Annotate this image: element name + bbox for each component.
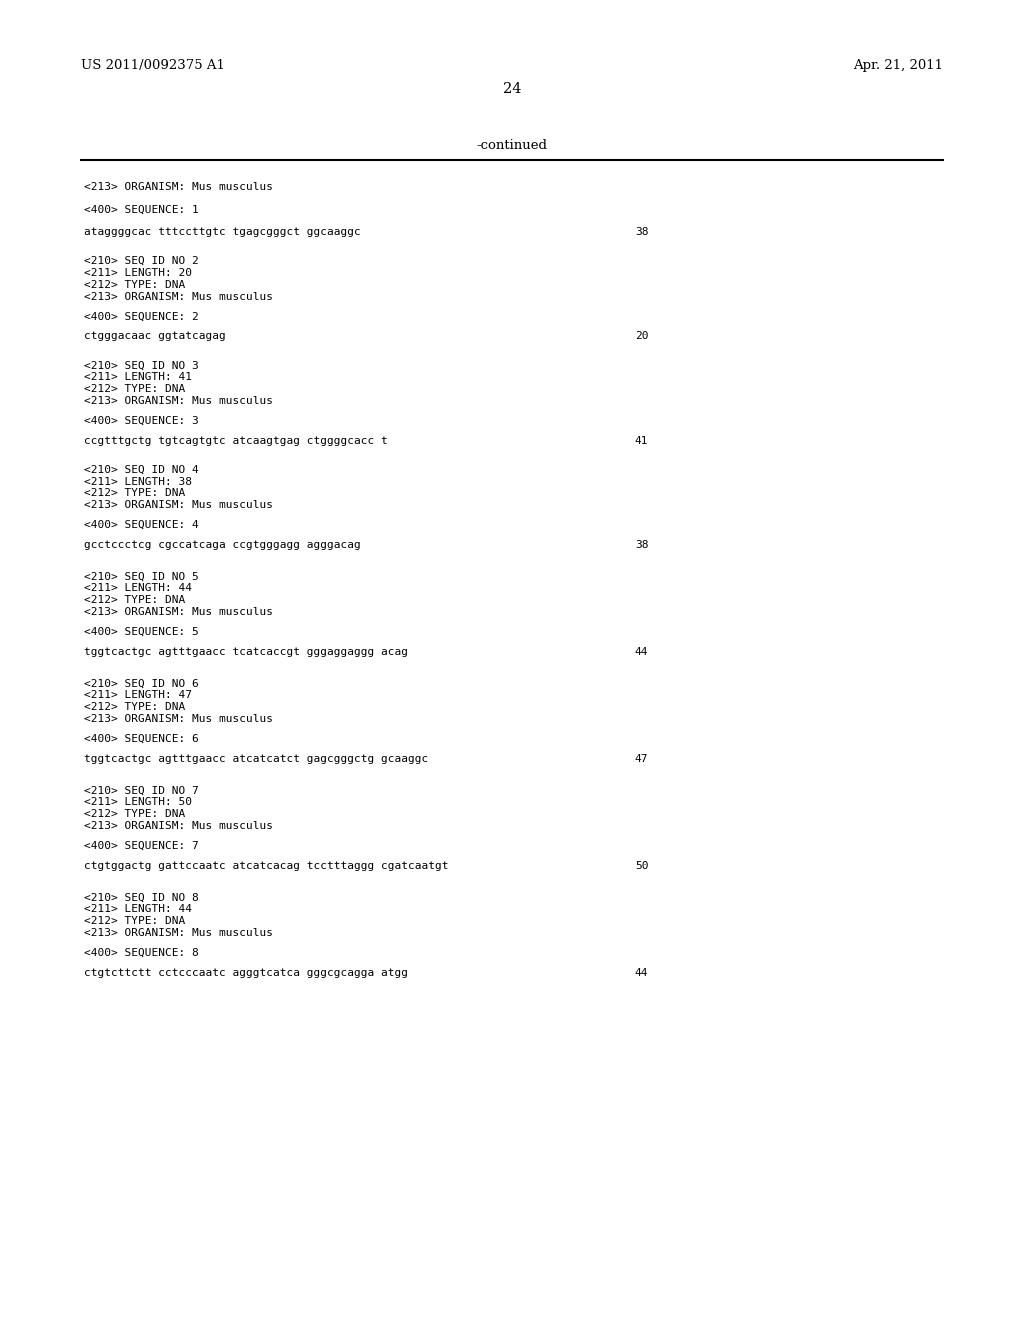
Text: Apr. 21, 2011: Apr. 21, 2011 [853,59,943,73]
Text: tggtcactgc agtttgaacc tcatcaccgt gggaggaggg acag: tggtcactgc agtttgaacc tcatcaccgt gggagga… [84,647,408,657]
Text: ataggggcac tttccttgtc tgagcgggct ggcaaggc: ataggggcac tttccttgtc tgagcgggct ggcaagg… [84,227,360,238]
Text: <400> SEQUENCE: 5: <400> SEQUENCE: 5 [84,627,199,638]
Text: ctgtggactg gattccaatc atcatcacag tcctttaggg cgatcaatgt: ctgtggactg gattccaatc atcatcacag tccttta… [84,861,449,871]
Text: <212> TYPE: DNA: <212> TYPE: DNA [84,916,185,927]
Text: ctgtcttctt cctcccaatc agggtcatca gggcgcagga atgg: ctgtcttctt cctcccaatc agggtcatca gggcgca… [84,968,408,978]
Text: <211> LENGTH: 41: <211> LENGTH: 41 [84,372,191,383]
Text: <213> ORGANISM: Mus musculus: <213> ORGANISM: Mus musculus [84,396,273,407]
Text: tggtcactgc agtttgaacc atcatcatct gagcgggctg gcaaggc: tggtcactgc agtttgaacc atcatcatct gagcggg… [84,754,428,764]
Text: 38: 38 [635,540,648,550]
Text: <210> SEQ ID NO 3: <210> SEQ ID NO 3 [84,360,199,371]
Text: <211> LENGTH: 50: <211> LENGTH: 50 [84,797,191,808]
Text: <212> TYPE: DNA: <212> TYPE: DNA [84,702,185,713]
Text: <210> SEQ ID NO 6: <210> SEQ ID NO 6 [84,678,199,689]
Text: <210> SEQ ID NO 2: <210> SEQ ID NO 2 [84,256,199,267]
Text: <212> TYPE: DNA: <212> TYPE: DNA [84,595,185,606]
Text: <211> LENGTH: 20: <211> LENGTH: 20 [84,268,191,279]
Text: 50: 50 [635,861,648,871]
Text: 44: 44 [635,647,648,657]
Text: <210> SEQ ID NO 4: <210> SEQ ID NO 4 [84,465,199,475]
Text: <213> ORGANISM: Mus musculus: <213> ORGANISM: Mus musculus [84,182,273,193]
Text: <210> SEQ ID NO 7: <210> SEQ ID NO 7 [84,785,199,796]
Text: <212> TYPE: DNA: <212> TYPE: DNA [84,488,185,499]
Text: ccgtttgctg tgtcagtgtc atcaagtgag ctggggcacc t: ccgtttgctg tgtcagtgtc atcaagtgag ctggggc… [84,436,388,446]
Text: <213> ORGANISM: Mus musculus: <213> ORGANISM: Mus musculus [84,821,273,832]
Text: <400> SEQUENCE: 1: <400> SEQUENCE: 1 [84,205,199,215]
Text: US 2011/0092375 A1: US 2011/0092375 A1 [81,59,225,73]
Text: <211> LENGTH: 44: <211> LENGTH: 44 [84,583,191,594]
Text: 47: 47 [635,754,648,764]
Text: gcctccctcg cgccatcaga ccgtgggagg agggacag: gcctccctcg cgccatcaga ccgtgggagg agggaca… [84,540,360,550]
Text: <212> TYPE: DNA: <212> TYPE: DNA [84,280,185,290]
Text: <211> LENGTH: 47: <211> LENGTH: 47 [84,690,191,701]
Text: <213> ORGANISM: Mus musculus: <213> ORGANISM: Mus musculus [84,928,273,939]
Text: 24: 24 [503,82,521,96]
Text: -continued: -continued [476,139,548,152]
Text: <400> SEQUENCE: 2: <400> SEQUENCE: 2 [84,312,199,322]
Text: <400> SEQUENCE: 4: <400> SEQUENCE: 4 [84,520,199,531]
Text: <212> TYPE: DNA: <212> TYPE: DNA [84,384,185,395]
Text: <400> SEQUENCE: 3: <400> SEQUENCE: 3 [84,416,199,426]
Text: <400> SEQUENCE: 6: <400> SEQUENCE: 6 [84,734,199,744]
Text: <211> LENGTH: 38: <211> LENGTH: 38 [84,477,191,487]
Text: ctgggacaac ggtatcagag: ctgggacaac ggtatcagag [84,331,225,342]
Text: 20: 20 [635,331,648,342]
Text: <211> LENGTH: 44: <211> LENGTH: 44 [84,904,191,915]
Text: <213> ORGANISM: Mus musculus: <213> ORGANISM: Mus musculus [84,714,273,725]
Text: 38: 38 [635,227,648,238]
Text: <212> TYPE: DNA: <212> TYPE: DNA [84,809,185,820]
Text: <210> SEQ ID NO 8: <210> SEQ ID NO 8 [84,892,199,903]
Text: <213> ORGANISM: Mus musculus: <213> ORGANISM: Mus musculus [84,607,273,618]
Text: 41: 41 [635,436,648,446]
Text: 44: 44 [635,968,648,978]
Text: <210> SEQ ID NO 5: <210> SEQ ID NO 5 [84,572,199,582]
Text: <213> ORGANISM: Mus musculus: <213> ORGANISM: Mus musculus [84,500,273,511]
Text: <213> ORGANISM: Mus musculus: <213> ORGANISM: Mus musculus [84,292,273,302]
Text: <400> SEQUENCE: 8: <400> SEQUENCE: 8 [84,948,199,958]
Text: <400> SEQUENCE: 7: <400> SEQUENCE: 7 [84,841,199,851]
